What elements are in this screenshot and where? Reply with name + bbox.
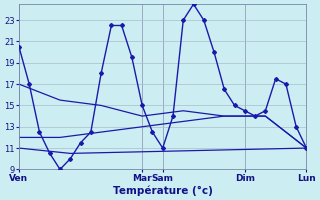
X-axis label: Température (°c): Température (°c) — [113, 185, 213, 196]
